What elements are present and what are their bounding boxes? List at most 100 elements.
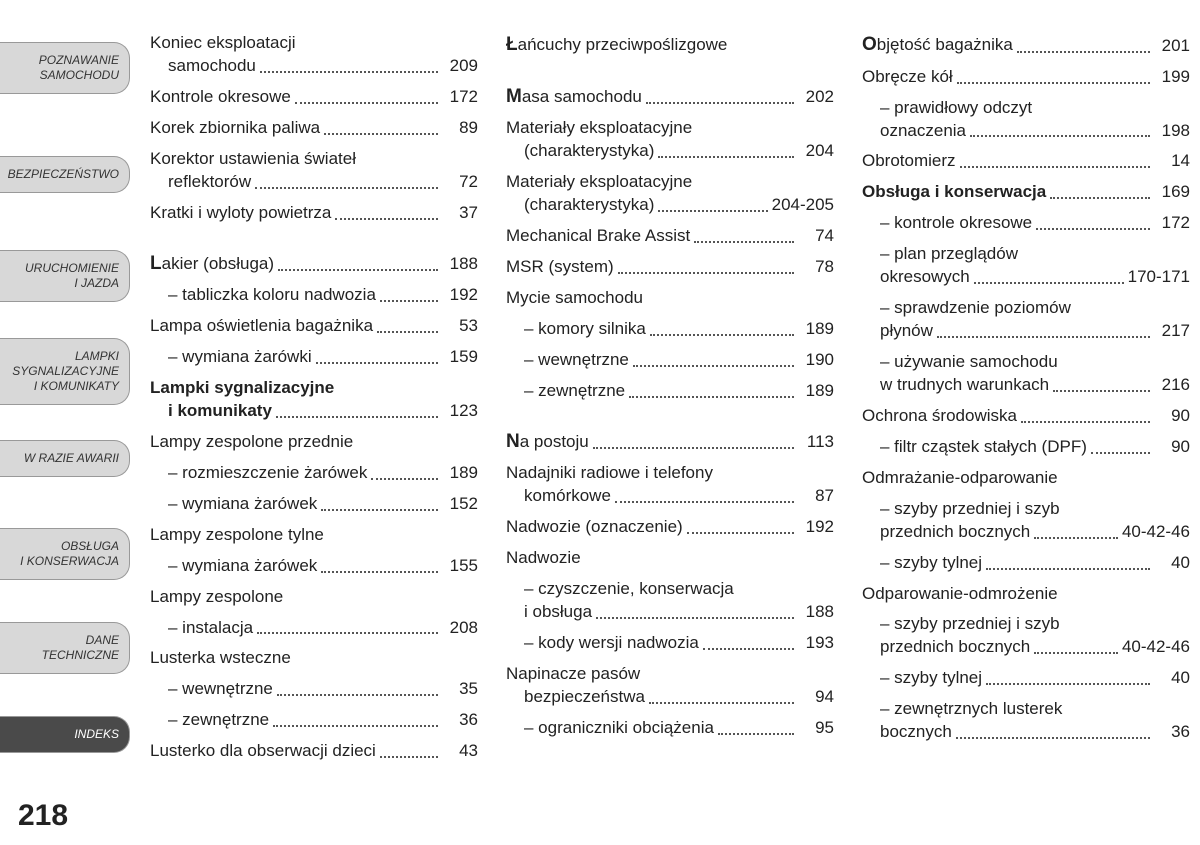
entry-label: – plan przeglądów	[862, 244, 1018, 263]
entry-page: 216	[1154, 374, 1190, 397]
leader-dots	[703, 648, 794, 650]
index-entry: – kontrole okresowe172	[862, 212, 1190, 235]
index-entry: – komory silnika189	[506, 318, 834, 341]
entry-page: 201	[1154, 35, 1190, 58]
index-entry: – ograniczniki obciążenia95	[506, 717, 834, 740]
entry-label: – kody wersji nadwozia	[506, 632, 699, 655]
entry-label-cont: komórkowe	[506, 485, 611, 508]
entry-label: Korektor ustawienia świateł	[150, 149, 356, 168]
entry-page: 43	[442, 740, 478, 763]
index-column-1: Koniec eksploatacjisamochodu209 Kontrole …	[150, 32, 478, 771]
entry-label: – szyby przedniej i szyb	[862, 614, 1060, 633]
index-entry: – czyszczenie, konserwacjai obsługa188	[506, 578, 834, 624]
entry-label: Mechanical Brake Assist	[506, 225, 690, 248]
index-entry: Nadwozie (oznaczenie)192	[506, 516, 834, 539]
entry-label-cont: płynów	[862, 320, 933, 343]
leader-dots	[650, 334, 794, 336]
entry-page: 78	[798, 256, 834, 279]
entry-label-cont: (charakterystyka)	[506, 140, 654, 163]
leader-dots	[974, 282, 1124, 284]
entry-label: Nadajniki radiowe i telefony	[506, 463, 713, 482]
entry-page: 40-42-46	[1122, 521, 1190, 544]
entry-label: Materiały eksploatacyjne	[506, 172, 692, 191]
leader-dots	[646, 102, 794, 104]
index-entry: – tabliczka koloru nadwozia 192	[150, 284, 478, 307]
nav-tab-6[interactable]: DANETECHNICZNE	[0, 622, 130, 674]
index-entry: Ochrona środowiska90	[862, 405, 1190, 428]
nav-tab-0[interactable]: POZNAWANIESAMOCHODU	[0, 42, 130, 94]
entry-label: – zewnętrzne	[150, 709, 269, 732]
leader-dots	[321, 571, 438, 573]
index-entry: Lampy zespolone tylne	[150, 524, 478, 547]
entry-page: 155	[442, 555, 478, 578]
entry-page: 209	[442, 55, 478, 78]
nav-tab-1[interactable]: BEZPIECZEŃSTWO	[0, 156, 130, 193]
entry-label: – szyby przedniej i szyb	[862, 499, 1060, 518]
entry-label: Napinacze pasów	[506, 664, 640, 683]
index-entry: – wewnętrzne35	[150, 678, 478, 701]
leader-dots	[986, 568, 1150, 570]
entry-label: Lakier (obsługa)	[150, 251, 274, 277]
index-entry: – sprawdzenie poziomów płynów 217	[862, 297, 1190, 343]
leader-dots	[371, 478, 438, 480]
index-entry: Lampy zespolone przednie	[150, 431, 478, 454]
entry-label: Nadwozie	[506, 547, 581, 570]
index-column-2: Łańcuchy przeciwpoślizgoweMasa samochodu…	[506, 32, 834, 771]
entry-label: – komory silnika	[506, 318, 646, 341]
entry-page: 37	[442, 202, 478, 225]
entry-label: – używanie samochodu	[862, 352, 1058, 371]
nav-tab-5[interactable]: OBSŁUGAI KONSERWACJA	[0, 528, 130, 580]
index-entry: – plan przeglądówokresowych170-171	[862, 243, 1190, 289]
entry-label: Mycie samochodu	[506, 287, 643, 310]
entry-label: Lusterka wsteczne	[150, 647, 291, 670]
entry-label: Lampki sygnalizacyjne	[150, 378, 334, 397]
entry-page: 192	[442, 284, 478, 307]
index-entry: Nadwozie	[506, 547, 834, 570]
entry-page: 208	[442, 617, 478, 640]
leader-dots	[618, 272, 794, 274]
leader-dots	[970, 135, 1150, 137]
nav-tab-2[interactable]: URUCHOMIENIEI JAZDA	[0, 250, 130, 302]
leader-dots	[1050, 197, 1150, 199]
nav-tab-7[interactable]: INDEKS	[0, 716, 130, 753]
entry-label: – tabliczka koloru nadwozia	[150, 284, 376, 307]
entry-label-cont: reflektorów	[150, 171, 251, 194]
nav-tab-3[interactable]: LAMPKISYGNALIZACYJNEI KOMUNIKATY	[0, 338, 130, 405]
entry-label: Odparowanie-odmrożenie	[862, 583, 1058, 606]
entry-label: Lampy zespolone tylne	[150, 524, 324, 547]
leader-dots	[335, 218, 438, 220]
index-entry: Kontrole okresowe172	[150, 86, 478, 109]
entry-label: – filtr cząstek stałych (DPF)	[862, 436, 1087, 459]
index-entry: Obręcze kół199	[862, 66, 1190, 89]
entry-page: 40	[1154, 667, 1190, 690]
index-entry: – szyby przedniej i szyb przednich boczny…	[862, 498, 1190, 544]
entry-page: 172	[1154, 212, 1190, 235]
entry-label-cont: przednich bocznych	[862, 521, 1030, 544]
entry-page: 190	[798, 349, 834, 372]
entry-label: – sprawdzenie poziomów	[862, 298, 1071, 317]
index-entry: Objętość bagażnika 201	[862, 32, 1190, 58]
index-entry: Lampki sygnalizacyjnei komunikaty123	[150, 377, 478, 423]
entry-page: 40	[1154, 552, 1190, 575]
entry-label: Objętość bagażnika	[862, 32, 1013, 58]
nav-tab-4[interactable]: W RAZIE AWARII	[0, 440, 130, 477]
entry-page: 14	[1154, 150, 1190, 173]
leader-dots	[960, 166, 1150, 168]
leader-dots	[957, 82, 1150, 84]
entry-page: 217	[1154, 320, 1190, 343]
entry-label: Kratki i wyloty powietrza	[150, 202, 331, 225]
entry-page: 36	[442, 709, 478, 732]
index-entry: Mycie samochodu	[506, 287, 834, 310]
entry-label-cont: bocznych	[862, 721, 952, 744]
index-entry: – kody wersji nadwozia193	[506, 632, 834, 655]
entry-page: 192	[798, 516, 834, 539]
index-entry: Koniec eksploatacjisamochodu209	[150, 32, 478, 78]
entry-label: – rozmieszczenie żarówek	[150, 462, 367, 485]
entry-label: Obręcze kół	[862, 66, 953, 89]
leader-dots	[937, 336, 1150, 338]
entry-label: Łańcuchy przeciwpoślizgowe	[506, 32, 727, 58]
leader-dots	[1034, 652, 1118, 654]
index-entry: Korek zbiornika paliwa89	[150, 117, 478, 140]
entry-page: 35	[442, 678, 478, 701]
index-entry: – szyby przedniej i szybprzednich boczny…	[862, 613, 1190, 659]
